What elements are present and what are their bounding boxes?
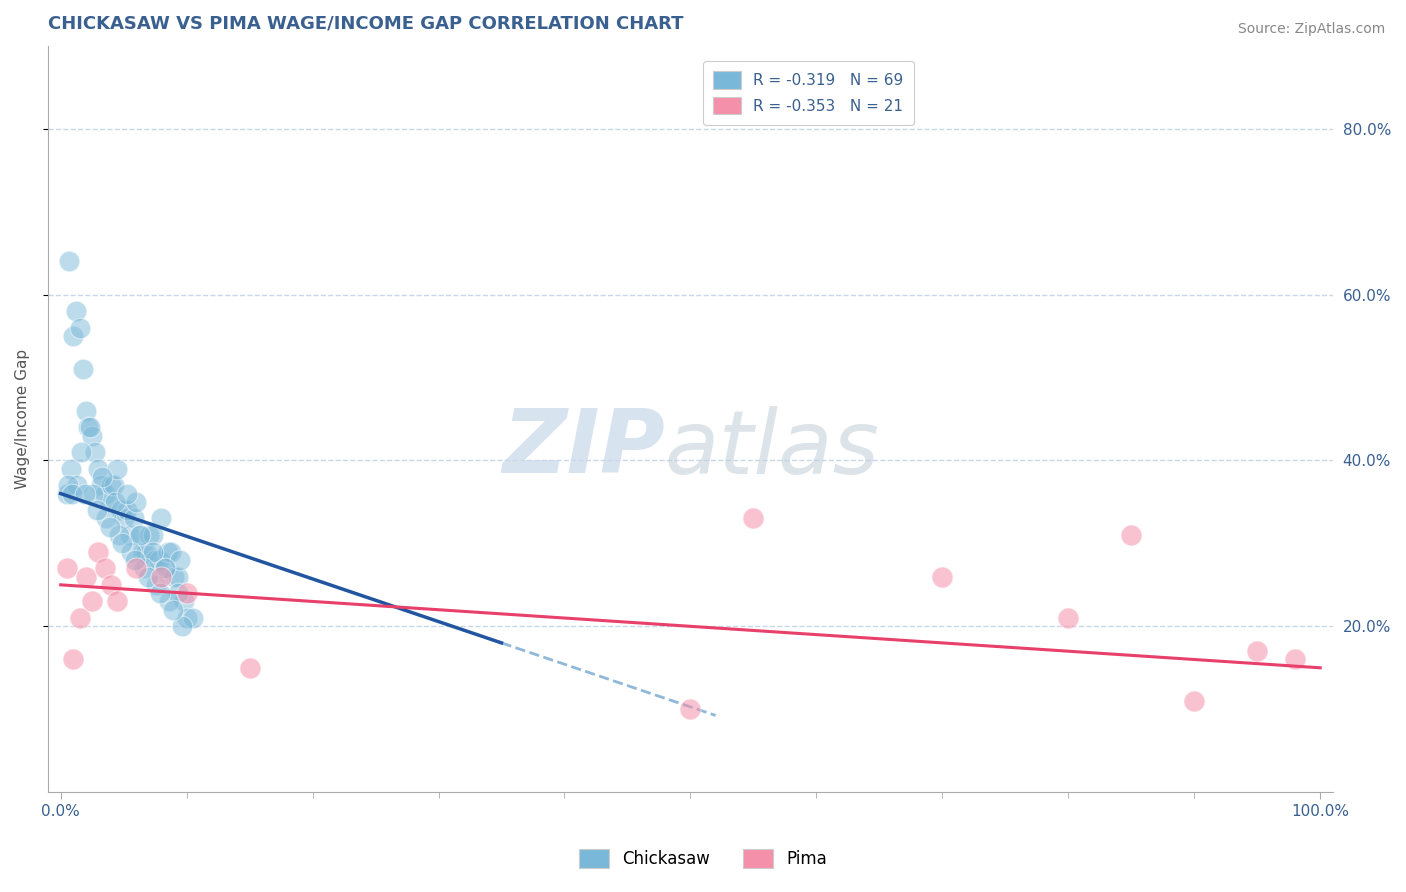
Point	[111, 536, 134, 550]
Point	[82, 594, 104, 608]
Point	[56, 486, 79, 500]
Point	[87, 461, 110, 475]
Point	[93, 486, 115, 500]
Point	[138, 528, 160, 542]
Point	[142, 544, 165, 558]
Point	[105, 461, 128, 475]
Point	[176, 611, 198, 625]
Point	[59, 461, 82, 475]
Point	[156, 544, 179, 558]
Point	[69, 611, 91, 625]
Point	[77, 420, 100, 434]
Point	[157, 594, 180, 608]
Point	[73, 486, 96, 500]
Point	[150, 569, 173, 583]
Point	[131, 544, 153, 558]
Point	[66, 478, 89, 492]
Point	[93, 561, 115, 575]
Point	[83, 445, 105, 459]
Point	[87, 544, 110, 558]
Point	[103, 478, 125, 492]
Text: CHICKASAW VS PIMA WAGE/INCOME GAP CORRELATION CHART: CHICKASAW VS PIMA WAGE/INCOME GAP CORREL…	[48, 15, 683, 33]
Point	[1246, 644, 1268, 658]
Point	[124, 553, 146, 567]
Point	[105, 594, 128, 608]
Point	[104, 495, 127, 509]
Point	[149, 586, 172, 600]
Point	[58, 254, 80, 268]
Point	[118, 528, 141, 542]
Point	[62, 652, 84, 666]
Point	[143, 553, 166, 567]
Y-axis label: Wage/Income Gap: Wage/Income Gap	[15, 349, 30, 489]
Point	[150, 511, 173, 525]
Point	[69, 445, 91, 459]
Point	[79, 420, 101, 434]
Legend: R = -0.319   N = 69, R = -0.353   N = 21: R = -0.319 N = 69, R = -0.353 N = 21	[703, 61, 914, 125]
Text: atlas: atlas	[665, 406, 880, 491]
Point	[112, 511, 135, 525]
Point	[153, 561, 176, 575]
Legend: Chickasaw, Pima: Chickasaw, Pima	[572, 842, 834, 875]
Point	[166, 569, 188, 583]
Point	[173, 594, 195, 608]
Point	[148, 553, 170, 567]
Point	[129, 528, 152, 542]
Point	[86, 503, 108, 517]
Point	[176, 586, 198, 600]
Point	[1284, 652, 1306, 666]
Point	[125, 561, 148, 575]
Point	[135, 544, 157, 558]
Point	[160, 544, 183, 558]
Point	[75, 403, 97, 417]
Point	[120, 544, 142, 558]
Point	[153, 561, 176, 575]
Point	[1121, 528, 1143, 542]
Text: Source: ZipAtlas.com: Source: ZipAtlas.com	[1237, 22, 1385, 37]
Point	[107, 528, 129, 542]
Point	[117, 486, 139, 500]
Point	[56, 561, 79, 575]
Point	[100, 478, 122, 492]
Point	[100, 578, 122, 592]
Point	[75, 569, 97, 583]
Point	[90, 478, 112, 492]
Point	[169, 553, 191, 567]
Point	[145, 578, 167, 592]
Point	[132, 561, 155, 575]
Point	[166, 586, 188, 600]
Point	[65, 304, 87, 318]
Point	[170, 619, 193, 633]
Point	[117, 503, 139, 517]
Point	[679, 702, 702, 716]
Point	[69, 320, 91, 334]
Point	[62, 329, 84, 343]
Point	[82, 428, 104, 442]
Point	[742, 511, 765, 525]
Point	[58, 478, 80, 492]
Point	[162, 603, 184, 617]
Point	[94, 511, 117, 525]
Point	[60, 486, 83, 500]
Point	[128, 528, 150, 542]
Point	[91, 470, 114, 484]
Point	[110, 503, 132, 517]
Point	[1182, 694, 1205, 708]
Point	[98, 520, 121, 534]
Point	[97, 495, 120, 509]
Point	[82, 486, 104, 500]
Point	[142, 528, 165, 542]
Point	[931, 569, 953, 583]
Point	[72, 362, 94, 376]
Point	[125, 495, 148, 509]
Point	[136, 569, 159, 583]
Point	[1057, 611, 1080, 625]
Text: ZIP: ZIP	[502, 405, 665, 492]
Point	[181, 611, 204, 625]
Point	[239, 661, 262, 675]
Point	[122, 511, 145, 525]
Point	[163, 569, 186, 583]
